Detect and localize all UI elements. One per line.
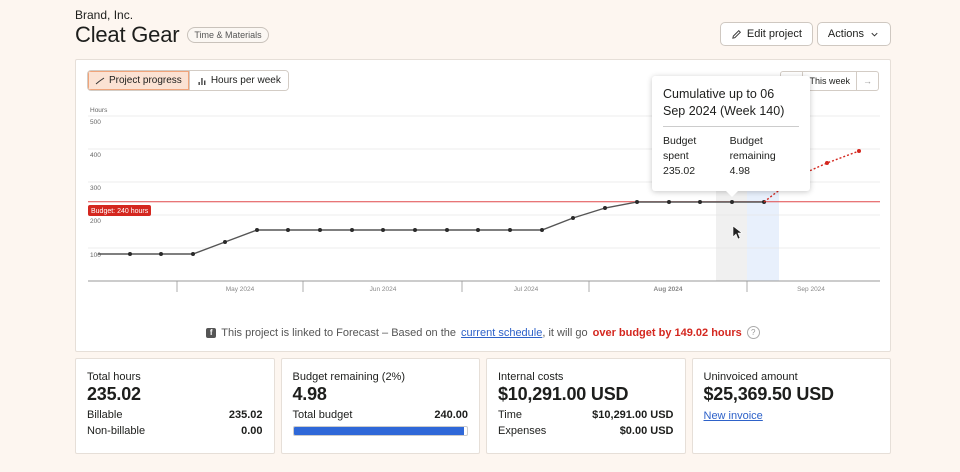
expenses-row: Expenses $0.00 USD: [498, 425, 674, 437]
actions-label: Actions: [827, 28, 864, 40]
budget-remaining-card: Budget remaining (2%) 4.98 Total budget 2…: [280, 358, 480, 454]
tooltip-spent-value: 235.02: [663, 165, 696, 177]
chart-view-toggle: Project progress Hours per week: [87, 70, 289, 91]
svg-text:Sep 2024: Sep 2024: [797, 286, 825, 293]
internal-costs-value: $10,291.00 USD: [498, 384, 629, 404]
budget-progress-fill: [293, 427, 464, 435]
next-week-button[interactable]: →: [856, 72, 878, 90]
header-actions: Edit project Actions: [719, 22, 891, 46]
total-hours-label: Total hours: [87, 371, 141, 383]
new-invoice-link[interactable]: New invoice: [703, 410, 763, 422]
svg-text:Aug 2024: Aug 2024: [654, 286, 683, 293]
svg-text:100: 100: [90, 252, 101, 259]
svg-text:Jun 2024: Jun 2024: [370, 286, 397, 293]
budget-label: Budget: 240 hours: [91, 208, 149, 215]
summary-cards: Total hours 235.02 Billable 235.02 Non-bi…: [75, 358, 891, 454]
mouse-cursor-icon: [732, 225, 743, 240]
forecast-points: [825, 149, 861, 165]
uninvoiced-card: Uninvoiced amount $25,369.50 USD New inv…: [691, 358, 891, 454]
uninvoiced-label: Uninvoiced amount: [703, 371, 798, 383]
title-row: Cleat Gear Time & Materials: [75, 22, 269, 48]
budget-label-bg: [88, 205, 151, 216]
svg-text:Jul 2024: Jul 2024: [514, 286, 539, 293]
tab-project-progress-label: Project progress: [109, 75, 182, 86]
y-axis-title: Hours: [90, 107, 108, 114]
actual-hours-points: [128, 200, 766, 256]
budget-remaining-value: 4.98: [292, 384, 327, 404]
client-name: Brand, Inc.: [75, 8, 134, 22]
month-labels: May 2024 Jun 2024 Jul 2024 Aug 2024 Sep …: [226, 286, 826, 293]
svg-text:500: 500: [90, 119, 101, 126]
pencil-icon: [732, 29, 741, 39]
tooltip-remaining-value: 4.98: [729, 165, 750, 177]
bar-chart-icon: [198, 77, 206, 85]
tab-hours-per-week[interactable]: Hours per week: [188, 71, 288, 90]
this-week-button[interactable]: This week: [802, 72, 856, 90]
total-hours-card: Total hours 235.02 Billable 235.02 Non-bi…: [75, 358, 275, 454]
svg-text:200: 200: [90, 218, 101, 225]
internal-costs-label: Internal costs: [498, 371, 564, 383]
time-cost-row: Time $10,291.00 USD: [498, 409, 674, 421]
chart-tooltip: Cumulative up to 06 Sep 2024 (Week 140) …: [652, 76, 810, 197]
tab-project-progress[interactable]: Project progress: [88, 71, 189, 90]
svg-text:400: 400: [90, 152, 101, 159]
y-axis-ticks: 500 400 300 200 100: [90, 119, 101, 259]
forecast-note-prefix: This project is linked to Forecast – Bas…: [221, 326, 457, 339]
billable-row: Billable 235.02: [87, 409, 263, 421]
budget-remaining-label: Budget remaining (2%): [292, 371, 406, 383]
current-schedule-link[interactable]: current schedule: [461, 326, 543, 339]
chevron-down-icon: [871, 32, 878, 37]
month-dividers: [176, 281, 748, 292]
forecast-note: f This project is linked to Forecast – B…: [76, 326, 890, 339]
help-icon[interactable]: ?: [746, 326, 760, 339]
edit-project-button[interactable]: Edit project: [719, 22, 813, 46]
total-budget-row: Total budget 240.00: [292, 409, 469, 421]
internal-costs-card: Internal costs $10,291.00 USD Time $10,29…: [486, 358, 686, 454]
tab-hours-per-week-label: Hours per week: [210, 75, 281, 86]
non-billable-row: Non-billable 0.00: [87, 425, 263, 437]
uninvoiced-value: $25,369.50 USD: [703, 384, 834, 404]
chart-panel: Project progress Hours per week ← This w…: [75, 59, 891, 352]
line-chart-icon: [95, 77, 105, 84]
tooltip-title: Cumulative up to 06 Sep 2024 (Week 140): [663, 86, 799, 127]
forecast-logo-icon: f: [206, 327, 217, 338]
tooltip-spent-label: Budget spent: [663, 135, 697, 162]
total-hours-value: 235.02: [87, 384, 141, 404]
page-title: Cleat Gear: [75, 22, 180, 47]
actual-hours-line: [98, 201, 764, 255]
actions-dropdown[interactable]: Actions: [816, 22, 891, 46]
over-budget-text: over budget by 149.02 hours: [592, 326, 742, 339]
edit-project-label: Edit project: [746, 28, 802, 40]
svg-text:300: 300: [90, 185, 101, 192]
tooltip-remaining-label: Budget remaining: [729, 135, 776, 162]
forecast-note-middle: , it will go: [542, 326, 588, 339]
svg-text:May 2024: May 2024: [226, 286, 255, 293]
budget-progress-bar: [292, 426, 468, 436]
project-type-badge: Time & Materials: [187, 27, 269, 43]
